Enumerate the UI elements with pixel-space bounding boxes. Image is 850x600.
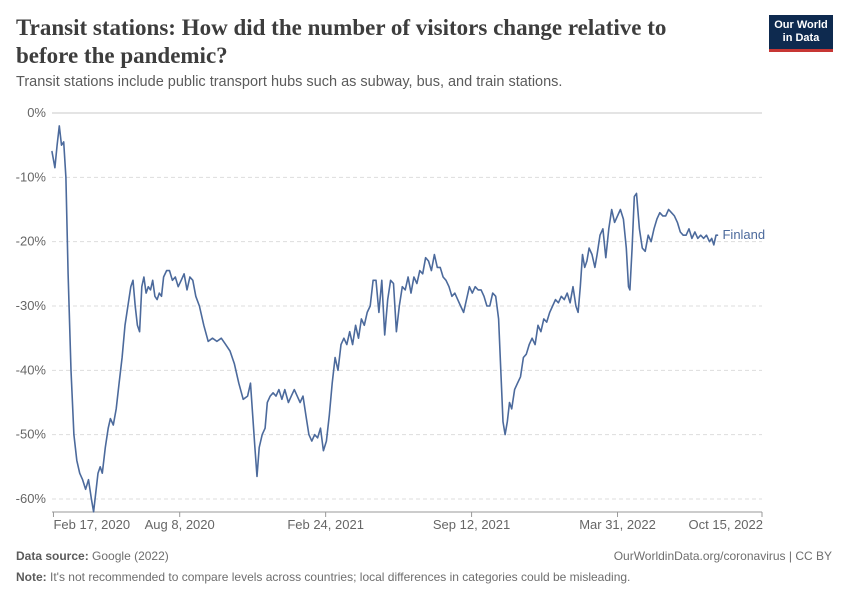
chart-subtitle: Transit stations include public transpor…	[16, 74, 563, 90]
y-axis-ticks: 0% -10% -20% -30% -40% -50% -60%	[16, 105, 47, 506]
owid-logo[interactable]: Our World in Data	[769, 15, 833, 52]
y-tick-label: -50%	[16, 427, 47, 442]
url-license[interactable]: OurWorldinData.org/coronavirus | CC BY	[613, 549, 832, 563]
y-tick-label: -60%	[16, 491, 47, 506]
chart-title: Transit stations: How did the number of …	[16, 15, 667, 68]
series-line-finland[interactable]	[51, 125, 719, 513]
x-tick-label: Feb 24, 2021	[287, 517, 364, 532]
logo-line-2: in Data	[782, 32, 820, 44]
data-source-value[interactable]: Google (2022)	[92, 549, 169, 563]
series-layer: Finland	[51, 125, 765, 513]
x-tick-label: Oct 15, 2022	[689, 517, 763, 532]
x-axis: Feb 17, 2020 Aug 8, 2020 Feb 24, 2021 Sep 1…	[52, 511, 763, 532]
logo-line-1: Our World	[774, 19, 828, 31]
x-tick-label: Feb 17, 2020	[53, 517, 130, 532]
data-source-label: Data source:	[16, 549, 89, 563]
y-tick-label: -10%	[16, 169, 47, 184]
data-source: Data source: Google (2022)	[16, 549, 169, 563]
series-label[interactable]: Finland	[722, 227, 765, 242]
note-value: It's not recommended to compare levels a…	[50, 570, 631, 584]
y-tick-label: -30%	[16, 298, 47, 313]
note-label: Note:	[16, 570, 47, 584]
x-tick-label: Sep 12, 2021	[433, 517, 510, 532]
chart-note: Note: It's not recommended to compare le…	[16, 570, 630, 584]
x-tick-label: Aug 8, 2020	[145, 517, 215, 532]
gridlines	[52, 112, 762, 500]
y-tick-label: -20%	[16, 234, 47, 249]
y-tick-label: -40%	[16, 362, 47, 377]
x-tick-label: Mar 31, 2022	[579, 517, 656, 532]
y-tick-label: 0%	[27, 105, 46, 120]
